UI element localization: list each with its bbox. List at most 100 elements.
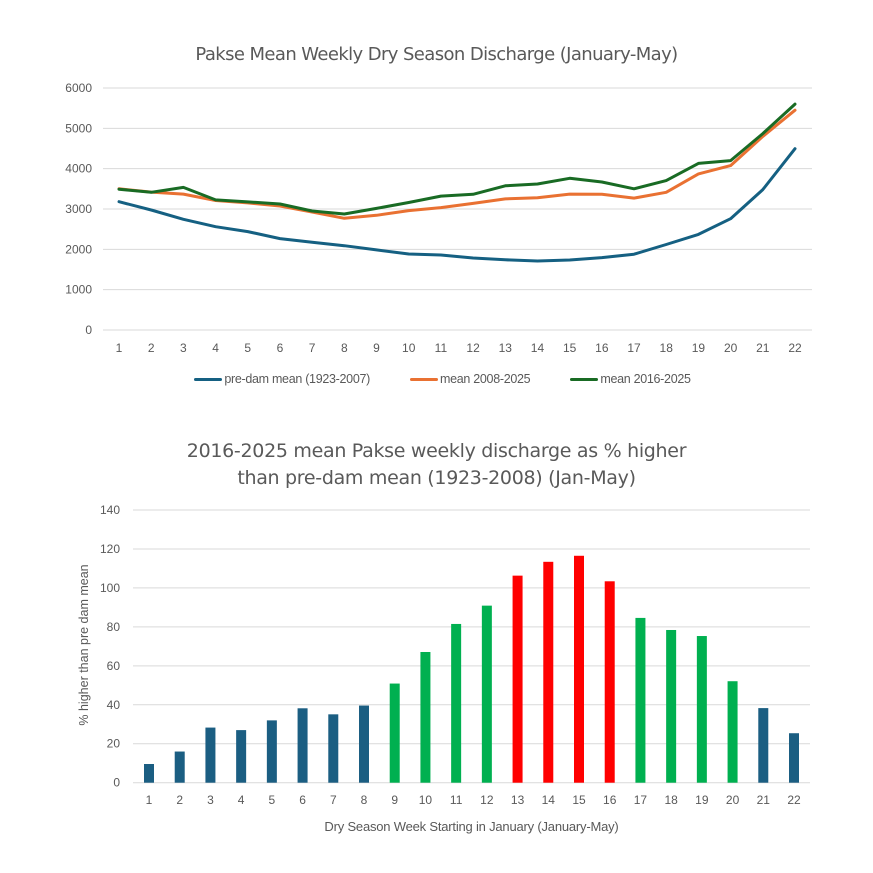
bar-chart-title: 2016-2025 mean Pakse weekly discharge as…	[0, 438, 873, 492]
x-tick-label: 11	[435, 341, 448, 355]
x-tick-label: 6	[277, 341, 284, 355]
bar-chart-gridlines	[133, 509, 810, 784]
x-tick-label: 2	[148, 341, 155, 355]
bar-week-19	[696, 636, 707, 783]
x-tick-label: 10	[402, 341, 416, 355]
x-tick-label: 7	[330, 793, 337, 807]
bar-week-14	[543, 561, 554, 783]
x-tick-label: 15	[563, 341, 577, 355]
x-tick-label: 12	[480, 793, 494, 807]
y-tick-label: 5000	[65, 121, 92, 135]
x-tick-label: 12	[466, 341, 480, 355]
y-tick-label: 4000	[65, 162, 92, 176]
bar-week-11	[451, 623, 462, 783]
x-tick-label: 17	[634, 793, 648, 807]
y-tick-label: 140	[100, 503, 120, 517]
x-tick-label: 7	[309, 341, 316, 355]
bar-week-18	[666, 629, 677, 783]
x-tick-label: 11	[450, 793, 463, 807]
legend-swatch-pre-dam	[194, 377, 223, 381]
x-tick-label: 21	[757, 793, 771, 807]
series-line-2	[117, 108, 797, 220]
x-tick-label: 9	[373, 341, 380, 355]
legend-swatch-2016-2025	[570, 377, 599, 381]
x-tick-label: 19	[692, 341, 706, 355]
bar-chart-x-axis-title: Dry Season Week Starting in January (Jan…	[324, 819, 619, 834]
bar-week-8	[359, 705, 369, 783]
x-tick-label: 3	[180, 341, 187, 355]
x-tick-label: 9	[391, 793, 398, 807]
bar-week-10	[420, 651, 431, 783]
x-tick-label: 5	[244, 341, 251, 355]
bar-week-16	[604, 581, 615, 783]
bar-chart-bars	[144, 555, 799, 783]
x-tick-label: 16	[595, 341, 609, 355]
bar-week-13	[512, 575, 523, 783]
x-tick-label: 16	[603, 793, 617, 807]
y-tick-label: 6000	[65, 81, 92, 95]
y-tick-label: 0	[85, 323, 92, 337]
line-chart-y-ticks: 0 1000 2000 3000 4000 5000 6000	[65, 81, 92, 337]
bar-chart-y-ticks: 0 20 40 60 80 100 120 140	[100, 503, 120, 790]
x-tick-label: 22	[787, 793, 801, 807]
y-tick-label: 1000	[65, 283, 92, 297]
line-chart-legend: pre-dam mean (1923-2007) mean 2008-2025 …	[0, 372, 873, 386]
legend-label-2008-2025: mean 2008-2025	[440, 372, 531, 386]
x-tick-label: 3	[207, 793, 214, 807]
series-line-3	[117, 102, 797, 216]
y-tick-label: 80	[107, 620, 121, 634]
bar-week-22	[789, 733, 799, 783]
x-tick-label: 13	[499, 341, 513, 355]
legend-item-pre-dam: pre-dam mean (1923-2007)	[194, 372, 370, 386]
bar-week-17	[635, 617, 646, 783]
line-chart-x-ticks: 1 2 3 4 5 6 7 8 9 10 11 12 13 14 15 16 17 18 19 20 21 22	[116, 341, 802, 355]
x-tick-label: 21	[756, 341, 770, 355]
bar-chart-title-line-1: 2016-2025 mean Pakse weekly discharge as…	[186, 440, 687, 462]
x-tick-label: 14	[542, 793, 556, 807]
x-tick-label: 5	[269, 793, 276, 807]
x-tick-label: 18	[660, 341, 674, 355]
bar-week-20	[727, 681, 738, 783]
x-tick-label: 15	[572, 793, 586, 807]
x-tick-label: 18	[664, 793, 678, 807]
x-tick-label: 14	[531, 341, 545, 355]
x-tick-label: 13	[511, 793, 525, 807]
y-tick-label: 2000	[65, 242, 92, 256]
bar-week-21	[758, 708, 769, 783]
bar-chart-x-ticks: 1 2 3 4 5 6 7 8 9 10 11 12 13 14 15 16 17 18 19 20 21 22	[146, 793, 801, 807]
bar-week-4	[236, 730, 247, 783]
x-tick-label: 20	[724, 341, 738, 355]
legend-swatch-2008-2025	[410, 377, 438, 381]
y-tick-label: 20	[107, 737, 121, 751]
x-tick-label: 17	[627, 341, 641, 355]
x-tick-label: 2	[176, 793, 183, 807]
x-tick-label: 1	[146, 793, 153, 807]
legend-label-2016-2025: mean 2016-2025	[600, 372, 691, 386]
x-tick-label: 1	[116, 341, 123, 355]
y-tick-label: 100	[100, 581, 120, 595]
bar-week-6	[297, 708, 308, 783]
y-tick-label: 120	[100, 542, 120, 556]
x-tick-label: 10	[419, 793, 433, 807]
bar-week-1	[144, 764, 154, 783]
line-chart-gridlines	[103, 87, 812, 331]
x-tick-label: 4	[238, 793, 245, 807]
legend-item-2008-2025: mean 2008-2025	[410, 372, 531, 386]
bar-week-9	[389, 683, 400, 783]
x-tick-label: 8	[341, 341, 348, 355]
series-line-1	[117, 147, 797, 263]
x-tick-label: 8	[361, 793, 368, 807]
x-tick-label: 19	[695, 793, 709, 807]
bar-week-12	[481, 605, 492, 783]
y-tick-label: 3000	[65, 202, 92, 216]
x-tick-label: 4	[212, 341, 219, 355]
line-chart-title: Pakse Mean Weekly Dry Season Discharge (…	[195, 44, 678, 65]
bar-chart-title-line-2: than pre-dam mean (1923-2008) (Jan-May)	[237, 467, 636, 489]
bar-week-5	[266, 720, 277, 783]
y-tick-label: 40	[107, 698, 121, 712]
x-tick-label: 22	[788, 341, 802, 355]
y-tick-label: 0	[113, 776, 120, 790]
y-tick-label: 60	[107, 659, 121, 673]
legend-item-2016-2025: mean 2016-2025	[570, 372, 691, 386]
